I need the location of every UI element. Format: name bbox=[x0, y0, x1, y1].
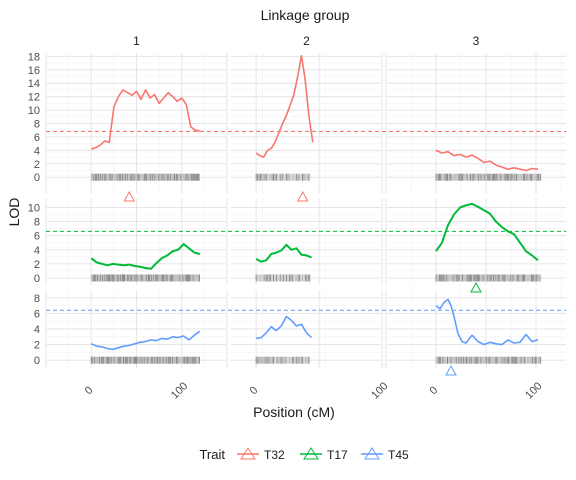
y-tick-label: 2 bbox=[34, 159, 40, 171]
x-tick-label: 0 bbox=[248, 384, 261, 397]
lod-line-t45 bbox=[90, 330, 201, 351]
x-axis-title: Position (cM) bbox=[253, 404, 335, 420]
chart-title: Linkage group bbox=[261, 7, 350, 23]
facet-panel bbox=[45, 53, 228, 194]
facet-panel bbox=[45, 199, 228, 285]
legend-entry-label: T17 bbox=[327, 448, 348, 462]
y-tick-label: 4 bbox=[34, 145, 40, 157]
lod-line-t32 bbox=[435, 149, 539, 172]
lod-line-t45 bbox=[256, 315, 313, 340]
legend-key-triangle bbox=[240, 447, 256, 460]
y-tick-label: 8 bbox=[34, 119, 40, 131]
lod-line-t45 bbox=[435, 298, 539, 346]
y-tick-label: 16 bbox=[28, 65, 40, 77]
facet-panel bbox=[231, 53, 383, 194]
y-tick-label: 18 bbox=[28, 51, 40, 63]
facet-panel bbox=[385, 53, 566, 194]
y-tick-label: 2 bbox=[34, 340, 40, 352]
legend-entry-label: T45 bbox=[388, 448, 409, 462]
y-tick-label: 6 bbox=[34, 308, 40, 320]
legend-title: Trait bbox=[199, 447, 225, 462]
y-tick-label: 2 bbox=[34, 259, 40, 271]
y-tick-label: 4 bbox=[34, 324, 40, 336]
facet-panel bbox=[231, 199, 383, 285]
legend: Trait T32 T17 T45 bbox=[199, 447, 409, 462]
legend-key-triangle bbox=[303, 447, 319, 460]
peak-marker bbox=[123, 190, 136, 202]
y-tick-label: 14 bbox=[28, 78, 40, 90]
facet-strip-label: 2 bbox=[303, 34, 310, 48]
y-tick-label: 4 bbox=[34, 245, 40, 257]
x-tick-label: 0 bbox=[83, 384, 96, 397]
peak-marker bbox=[470, 281, 482, 293]
y-tick-label: 0 bbox=[34, 273, 40, 285]
legend-key-triangle bbox=[364, 447, 380, 460]
facet-panel bbox=[45, 290, 228, 368]
x-tick-label: 100 bbox=[369, 380, 390, 401]
y-axis-title: LOD bbox=[6, 198, 22, 227]
x-tick-label: 0 bbox=[427, 384, 440, 397]
y-tick-label: 6 bbox=[34, 231, 40, 243]
y-tick-label: 10 bbox=[28, 202, 40, 214]
y-tick-label: 0 bbox=[34, 172, 40, 184]
y-tick-label: 0 bbox=[34, 355, 40, 367]
facet-panel bbox=[231, 290, 383, 368]
y-tick-label: 8 bbox=[34, 293, 40, 305]
y-tick-label: 10 bbox=[28, 105, 40, 117]
y-tick-label: 6 bbox=[34, 132, 40, 144]
lod-line-t17 bbox=[435, 202, 539, 262]
facet-panel bbox=[385, 290, 566, 368]
facet-panel bbox=[385, 199, 566, 285]
peak-marker bbox=[296, 190, 309, 202]
y-tick-label: 8 bbox=[34, 217, 40, 229]
x-tick-label: 100 bbox=[523, 380, 544, 401]
lod-line-t32 bbox=[255, 54, 314, 158]
y-tick-label: 12 bbox=[28, 92, 40, 104]
lod-line-t17 bbox=[255, 243, 312, 263]
legend-entry-label: T32 bbox=[264, 448, 285, 462]
lod-line-t17 bbox=[90, 243, 201, 270]
peak-marker bbox=[445, 364, 457, 376]
lod-line-t32 bbox=[91, 89, 200, 150]
facet-strip-label: 1 bbox=[133, 34, 140, 48]
facet-strip-label: 3 bbox=[473, 34, 480, 48]
x-tick-label: 100 bbox=[169, 380, 190, 401]
